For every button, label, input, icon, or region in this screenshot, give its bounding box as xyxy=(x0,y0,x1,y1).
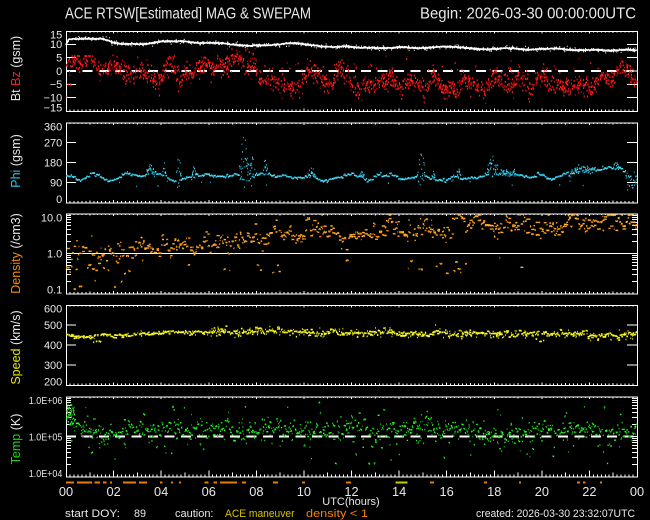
svg-text:0: 0 xyxy=(56,66,62,78)
svg-text:−10: −10 xyxy=(44,92,63,104)
svg-text:04: 04 xyxy=(154,484,168,499)
svg-text:180: 180 xyxy=(44,157,62,169)
svg-text:0: 0 xyxy=(56,194,62,206)
svg-text:360: 360 xyxy=(44,121,62,133)
svg-text:ACE RTSW[Estimated] MAG & SWEP: ACE RTSW[Estimated] MAG & SWEPAM xyxy=(65,6,311,23)
svg-text:89: 89 xyxy=(134,508,146,520)
svg-text:Speed (km/s): Speed (km/s) xyxy=(9,310,23,384)
svg-text:200: 200 xyxy=(44,376,62,388)
svg-text:Density (/cm3): Density (/cm3) xyxy=(9,213,23,294)
svg-text:400: 400 xyxy=(44,340,62,352)
svg-text:−5: −5 xyxy=(50,79,63,91)
svg-text:1.0E+05: 1.0E+05 xyxy=(29,431,63,443)
svg-text:14: 14 xyxy=(392,484,406,499)
svg-text:00: 00 xyxy=(630,484,644,499)
svg-text:90: 90 xyxy=(50,177,62,189)
svg-text:08: 08 xyxy=(249,484,263,499)
svg-text:300: 300 xyxy=(44,360,62,372)
svg-text:00: 00 xyxy=(59,484,73,499)
svg-text:12: 12 xyxy=(344,484,358,499)
svg-text:Temp (K): Temp (K) xyxy=(9,414,23,465)
svg-text:600: 600 xyxy=(44,303,62,315)
svg-text:ACE maneuver: ACE maneuver xyxy=(225,508,295,520)
svg-text:02: 02 xyxy=(106,484,120,499)
svg-text:UTC(hours): UTC(hours) xyxy=(322,496,379,508)
svg-text:1.0E+06: 1.0E+06 xyxy=(29,395,63,407)
svg-text:270: 270 xyxy=(44,137,62,149)
svg-text:10: 10 xyxy=(297,484,311,499)
svg-text:16: 16 xyxy=(440,484,454,499)
svg-text:created: 2026-03-30 23:32:07UT: created: 2026-03-30 23:32:07UTC xyxy=(476,508,635,520)
svg-text:20: 20 xyxy=(535,484,549,499)
svg-text:0.1: 0.1 xyxy=(47,284,62,296)
svg-text:caution:: caution: xyxy=(175,508,214,520)
svg-text:1.0: 1.0 xyxy=(47,248,62,260)
svg-text:density < 1: density < 1 xyxy=(306,508,368,520)
svg-text:18: 18 xyxy=(487,484,501,499)
svg-text:500: 500 xyxy=(44,320,62,332)
svg-text:5: 5 xyxy=(56,52,62,64)
svg-text:Bt Bz (gsm): Bt Bz (gsm) xyxy=(9,36,23,101)
svg-text:start DOY:: start DOY: xyxy=(65,508,120,520)
svg-text:Phi (gsm): Phi (gsm) xyxy=(9,134,23,188)
svg-text:Begin: 2026-03-30 00:00:00UTC: Begin: 2026-03-30 00:00:00UTC xyxy=(420,6,636,23)
svg-text:06: 06 xyxy=(202,484,216,499)
svg-text:10.0: 10.0 xyxy=(41,212,62,224)
svg-text:15: 15 xyxy=(50,29,62,41)
svg-text:22: 22 xyxy=(582,484,596,499)
svg-text:10: 10 xyxy=(50,39,62,51)
svg-text:1.0E+04: 1.0E+04 xyxy=(29,468,63,480)
svg-text:−15: −15 xyxy=(44,102,63,114)
